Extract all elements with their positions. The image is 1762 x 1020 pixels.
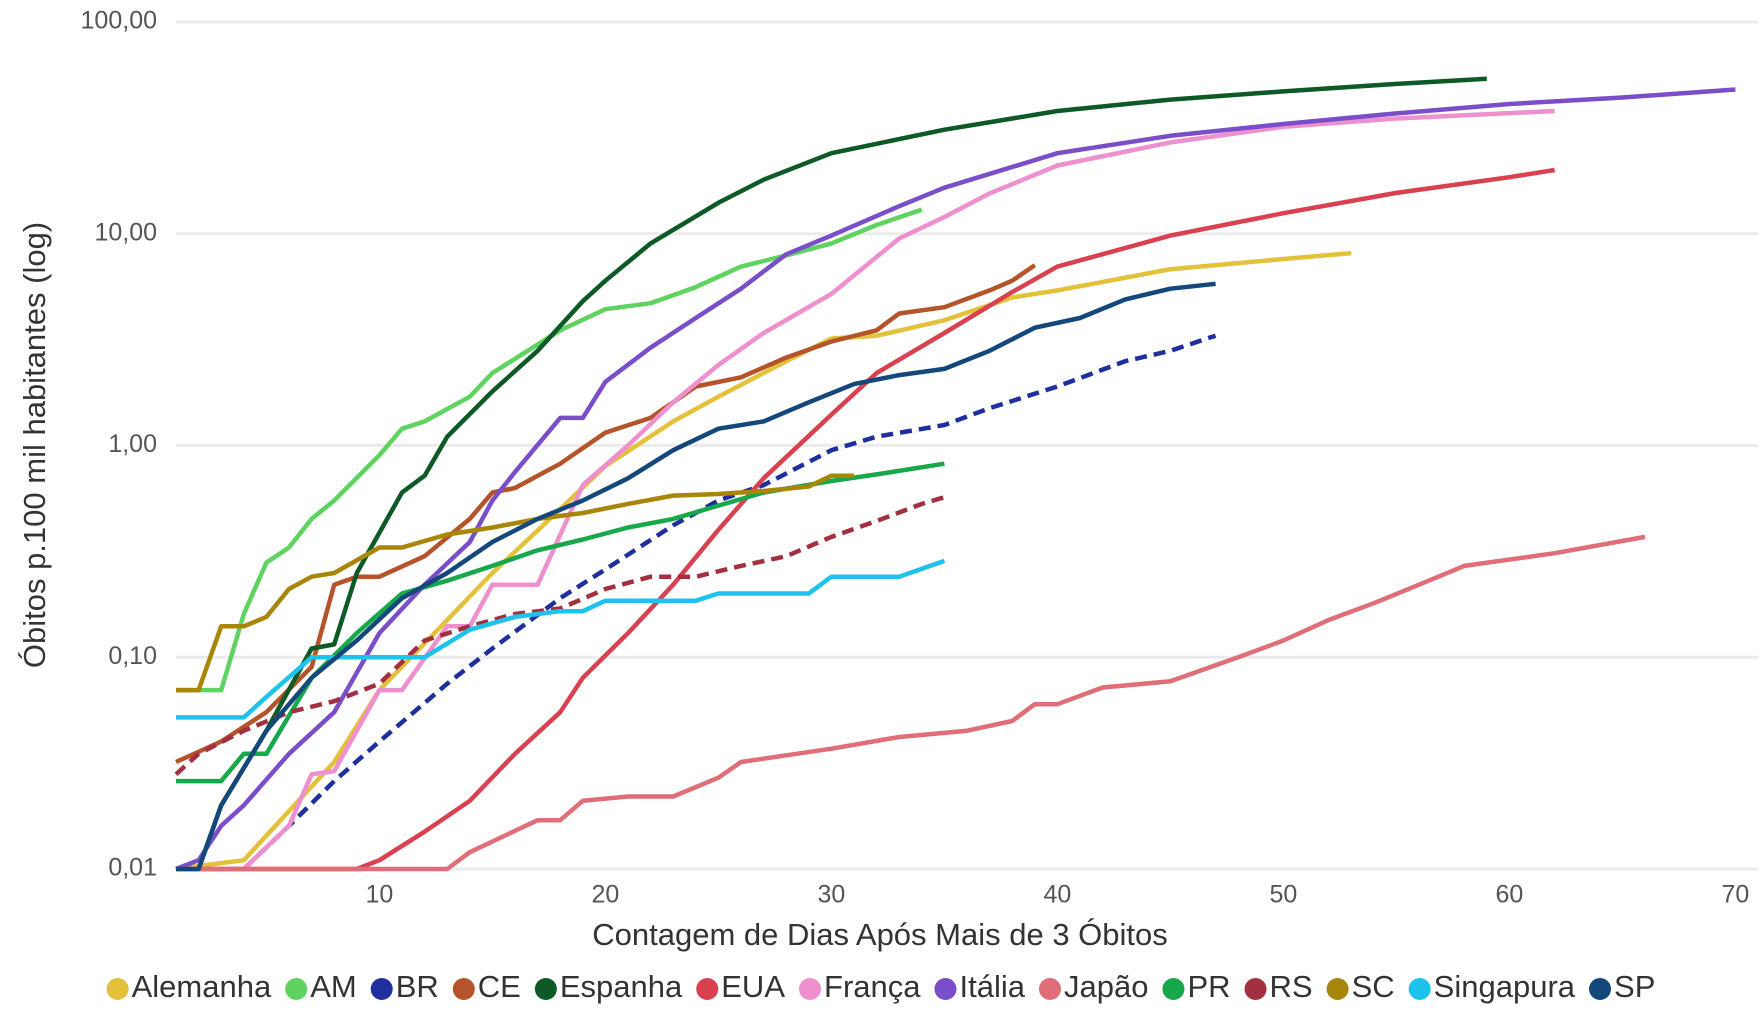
- y-tick-label: 10,00: [94, 218, 157, 246]
- grid: [176, 20, 1758, 871]
- legend-label: Espanha: [560, 969, 683, 1004]
- legend-marker: [106, 978, 129, 1000]
- legend-label: Singapura: [1434, 969, 1576, 1004]
- x-tick-label: 40: [1043, 881, 1071, 909]
- legend-item: PR: [1162, 969, 1231, 1004]
- series-line: [176, 167, 1555, 872]
- series-line: [176, 108, 1555, 872]
- legend-marker: [1162, 978, 1185, 1000]
- legend-marker: [1408, 978, 1431, 1000]
- legend-label: Alemanha: [132, 969, 272, 1004]
- legend-item: BR: [370, 969, 439, 1004]
- y-axis-title: Óbitos p.100 mil habitantes (log): [17, 222, 52, 668]
- legend-item: Espanha: [534, 969, 683, 1004]
- legend-item: França: [799, 969, 921, 1004]
- legend-label: Itália: [959, 969, 1025, 1004]
- series-line: [176, 558, 946, 720]
- legend-marker: [452, 978, 475, 1000]
- x-tick-label: 10: [365, 881, 393, 909]
- legend-label: SC: [1352, 969, 1395, 1004]
- legend-marker: [534, 978, 557, 1000]
- legend-label: RS: [1270, 969, 1313, 1004]
- y-tick-label: 100,00: [81, 7, 157, 35]
- x-tick-label: 70: [1721, 881, 1749, 909]
- legend-marker: [1244, 978, 1267, 1000]
- legend-item: AM: [285, 969, 357, 1004]
- legend-item: Alemanha: [106, 969, 272, 1004]
- series-line: [175, 87, 1736, 872]
- legend-item: CE: [452, 969, 521, 1004]
- y-tick-label: 0,01: [108, 854, 157, 882]
- legend-marker: [370, 978, 393, 1000]
- series-line: [176, 281, 1216, 872]
- x-axis-title: Contagem de Dias Após Mais de 3 Óbitos: [592, 917, 1168, 952]
- legend-label: CE: [478, 969, 521, 1004]
- y-tick-label: 0,10: [108, 642, 157, 670]
- x-tick-label: 20: [591, 881, 619, 909]
- legend-marker: [799, 978, 822, 1000]
- legend-item: SP: [1589, 969, 1655, 1004]
- legend: Alemanha AM BR CE Espanha EUA França Itália Japã…: [106, 969, 1655, 1004]
- legend-label: BR: [396, 969, 439, 1004]
- x-tick-label: 50: [1269, 881, 1297, 909]
- legend-item: RS: [1244, 969, 1313, 1004]
- series-line: [176, 534, 1646, 872]
- legend-marker: [1326, 978, 1349, 1000]
- legend-item: Itália: [934, 969, 1026, 1004]
- series-line: [176, 207, 923, 693]
- y-tick-label: 1,00: [108, 430, 157, 458]
- legend-label: PR: [1187, 969, 1230, 1004]
- series-line: [174, 495, 946, 776]
- x-tick-label: 60: [1495, 881, 1523, 909]
- legend-label: AM: [310, 969, 357, 1004]
- x-tick-label: 30: [817, 881, 845, 909]
- legend-label: SP: [1614, 969, 1655, 1004]
- legend-marker: [1038, 978, 1061, 1000]
- series-line: [175, 263, 1037, 765]
- legend-item: SC: [1326, 969, 1395, 1004]
- legend-label: França: [824, 969, 921, 1004]
- legend-item: Singapura: [1408, 969, 1576, 1004]
- legend-marker: [934, 978, 957, 1000]
- legend-label: EUA: [721, 969, 785, 1004]
- legend-marker: [696, 978, 719, 1000]
- legend-label: Japão: [1064, 969, 1148, 1004]
- legend-marker: [285, 978, 308, 1000]
- legend-item: Japão: [1038, 969, 1148, 1004]
- legend-marker: [1589, 978, 1612, 1000]
- legend-item: EUA: [696, 969, 785, 1004]
- series-line: [176, 473, 854, 693]
